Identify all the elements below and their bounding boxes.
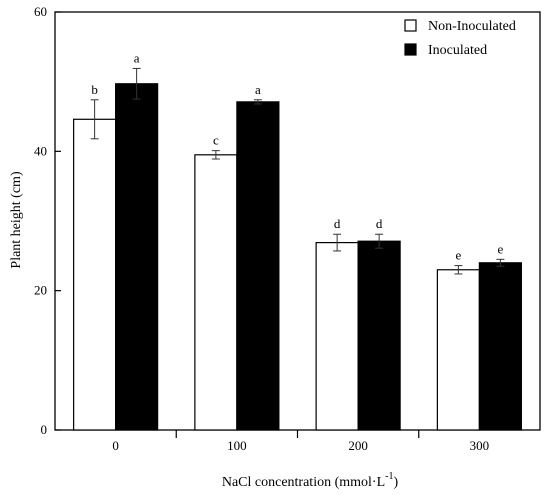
bar-inoculated — [357, 240, 401, 431]
significance-letter: a — [134, 50, 140, 65]
bar-non-inoculated — [436, 269, 480, 431]
bar-inoculated — [236, 101, 280, 431]
x-tick-label: 100 — [227, 438, 247, 453]
bars-layer — [73, 83, 522, 431]
y-tick-label: 60 — [34, 4, 47, 19]
legend-swatch — [404, 43, 417, 56]
x-axis-title-main: NaCl concentration (mmol·L — [222, 475, 385, 490]
error-bars-layer — [90, 67, 505, 275]
legend-label: Inoculated — [428, 43, 487, 58]
legend-swatch — [404, 19, 417, 32]
significance-letter: e — [455, 248, 461, 263]
significance-letter: d — [376, 216, 383, 231]
bar-inoculated — [115, 83, 159, 431]
x-tick-label: 200 — [348, 438, 368, 453]
axes-layer: 0 20 40 60 0 100 200 300 — [34, 4, 489, 453]
significance-letter: d — [334, 216, 341, 231]
significance-letter: b — [91, 82, 98, 97]
x-axis-title: NaCl concentration (mmol·L-1) — [222, 471, 399, 490]
y-axis-title: Plant height (cm) — [9, 171, 24, 269]
legend-label: Non-Inoculated — [428, 19, 516, 34]
bar-non-inoculated — [194, 154, 238, 431]
significance-letter: a — [255, 82, 261, 97]
significance-letter: e — [497, 241, 503, 256]
significance-letters-layer: b c d e a a d e — [91, 50, 503, 262]
legend: Non-Inoculated Inoculated — [404, 19, 516, 58]
y-tick-label: 20 — [34, 283, 47, 298]
bar-inoculated — [478, 262, 522, 431]
bar-non-inoculated — [73, 118, 117, 431]
x-tick-label: 0 — [112, 438, 119, 453]
x-axis-title-superscript: -1 — [385, 471, 393, 482]
y-tick-label: 40 — [34, 143, 47, 158]
significance-letter: c — [213, 133, 219, 148]
bar-non-inoculated — [315, 241, 359, 431]
x-tick-label: 300 — [470, 438, 490, 453]
y-tick-label: 0 — [41, 422, 48, 437]
x-axis-title-close: ) — [393, 475, 398, 490]
